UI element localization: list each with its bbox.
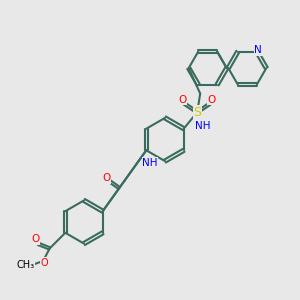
Text: NH: NH bbox=[142, 158, 158, 168]
Text: O: O bbox=[102, 173, 110, 183]
Text: O: O bbox=[40, 257, 48, 268]
Text: CH₃: CH₃ bbox=[16, 260, 34, 271]
Text: O: O bbox=[208, 95, 216, 105]
Text: O: O bbox=[178, 95, 187, 105]
Text: N: N bbox=[254, 45, 262, 55]
Text: O: O bbox=[31, 234, 39, 244]
Text: NH: NH bbox=[195, 122, 210, 131]
Text: S: S bbox=[193, 106, 201, 119]
